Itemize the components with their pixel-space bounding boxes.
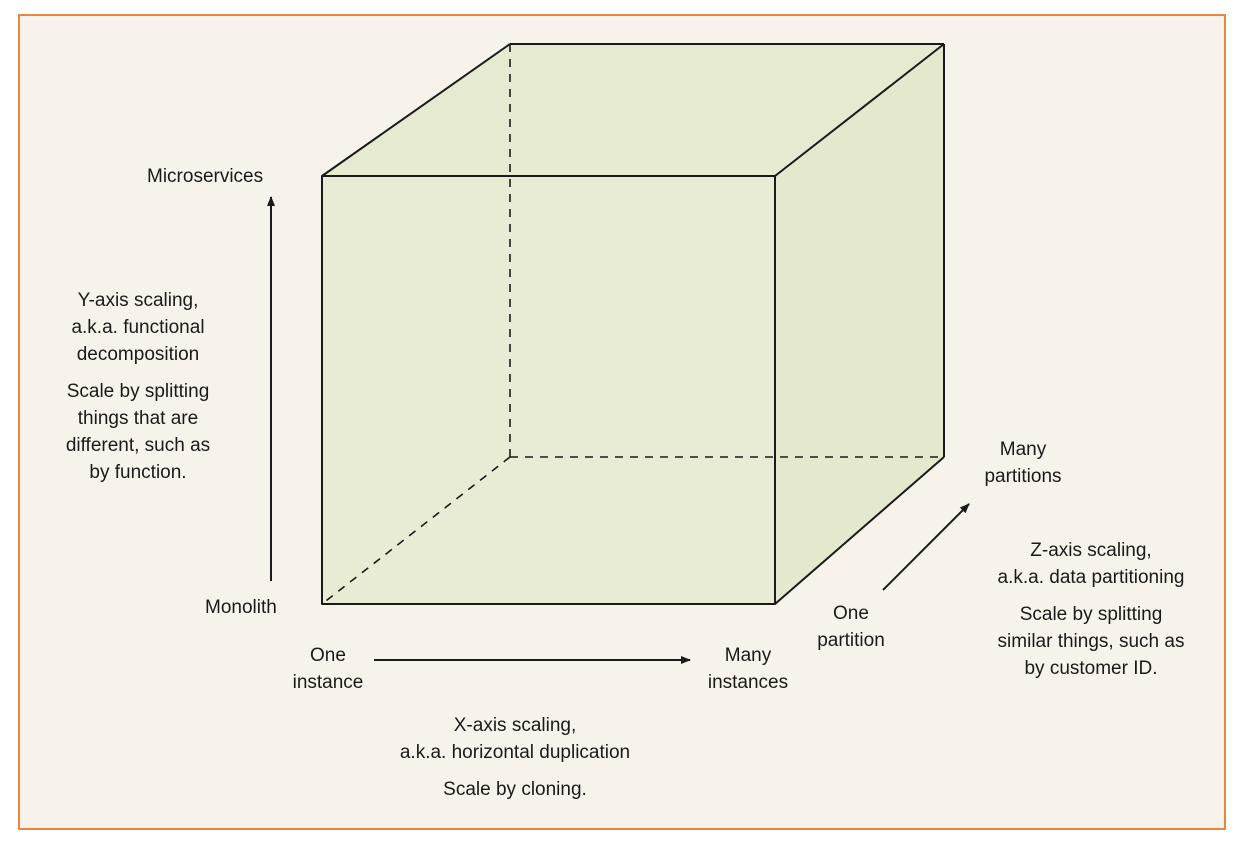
z-axis-low-label-line: partition: [817, 630, 885, 651]
cube-front-edges: [321, 175, 776, 605]
x-axis-left-label-line: instance: [292, 672, 364, 693]
z-axis-low-label: One partition: [806, 600, 896, 654]
cube-top-face: [322, 44, 944, 176]
x-axis-description: X-axis scaling, a.k.a. horizontal duplic…: [350, 712, 680, 803]
x-axis-right-label-line: instances: [707, 672, 789, 693]
y-axis-note-line: by function.: [89, 462, 187, 483]
z-axis-desc-line: a.k.a. data partitioning: [997, 567, 1185, 588]
z-axis-low-label-line: One: [833, 603, 869, 624]
x-axis-note: Scale by cloning.: [443, 779, 587, 800]
z-axis-note-line: similar things, such as: [997, 631, 1185, 652]
y-axis-note-line: things that are: [77, 408, 199, 429]
z-axis-high-label: Many partitions: [973, 436, 1073, 490]
z-axis-description: Z-axis scaling, a.k.a. data partitioning…: [966, 537, 1216, 682]
x-axis-right-label: Many instances: [693, 642, 803, 696]
x-axis-left-label: One instance: [288, 642, 368, 696]
z-axis-desc-line: Z-axis scaling,: [1030, 540, 1152, 561]
cube-front-face: [322, 176, 775, 604]
y-axis-description: Y-axis scaling, a.k.a. functional decomp…: [28, 287, 248, 486]
y-axis-note-line: Scale by splitting: [66, 381, 210, 402]
z-axis-note-line: by customer ID.: [1024, 658, 1158, 679]
y-axis-bottom-label: Monolith: [205, 597, 277, 618]
z-axis-high-label-line: partitions: [984, 466, 1062, 487]
y-axis-desc-line: a.k.a. functional: [71, 317, 205, 338]
y-axis-note-line: different, such as: [65, 435, 211, 456]
z-axis-arrow: [882, 503, 970, 591]
y-axis-top-label: Microservices: [147, 166, 264, 187]
y-axis-desc-line: Y-axis scaling,: [77, 290, 199, 311]
x-axis-desc-line: X-axis scaling,: [453, 715, 577, 736]
y-axis-desc-line: decomposition: [76, 344, 200, 365]
cube-bottom-right-edge: [774, 456, 945, 605]
cube-top-left-edge: [321, 43, 511, 177]
x-axis-desc-line: a.k.a. horizontal duplication: [399, 742, 631, 763]
x-axis-right-label-line: Many: [724, 645, 772, 666]
z-axis-note-line: Scale by splitting: [1019, 604, 1163, 625]
z-axis-high-label-line: Many: [999, 439, 1047, 460]
cube-top-right-edge: [774, 43, 945, 177]
cube-right-face: [775, 44, 944, 604]
cube-hidden-edge-diagonal: [321, 456, 511, 605]
x-axis-left-label-line: One: [310, 645, 346, 666]
